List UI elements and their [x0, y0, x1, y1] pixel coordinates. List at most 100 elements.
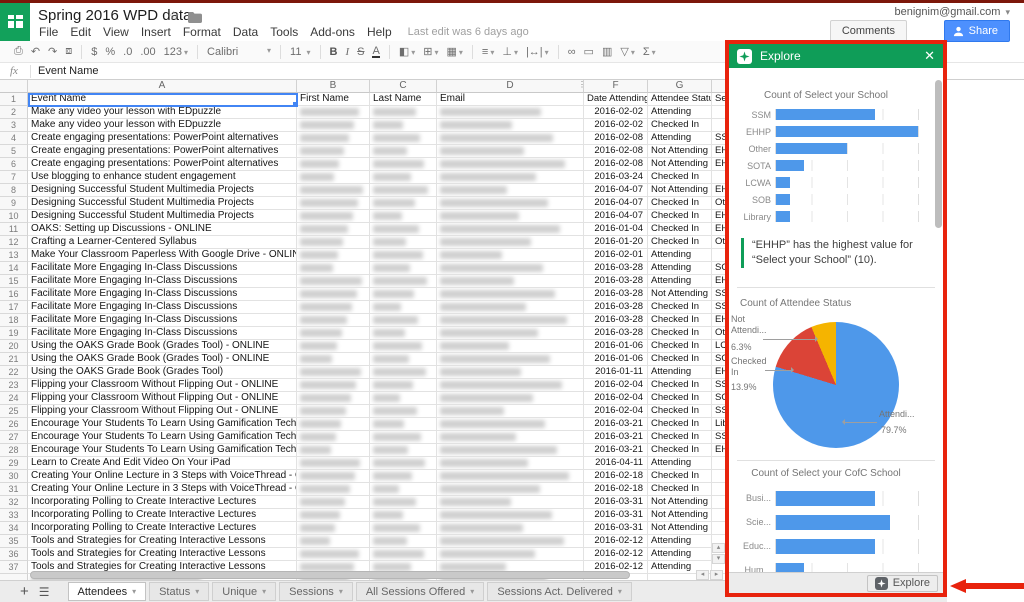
cell-date-attending[interactable]: 2016-01-20 — [584, 236, 648, 249]
cell-last-name-redacted[interactable] — [370, 340, 437, 353]
table-row[interactable]: 24 Flipping your Classroom Without Flipp… — [0, 392, 770, 405]
row-number[interactable]: 37 — [0, 561, 28, 574]
cell-email-redacted[interactable] — [437, 522, 584, 535]
cell-email-redacted[interactable] — [437, 314, 584, 327]
row-number[interactable]: 1 — [0, 93, 28, 106]
cell-first-name-redacted[interactable] — [297, 262, 370, 275]
cell-date-attending[interactable]: 2016-03-21 — [584, 431, 648, 444]
cell-email-redacted[interactable] — [437, 496, 584, 509]
italic-button[interactable]: I — [345, 45, 350, 58]
redo-icon[interactable]: ↷ — [48, 46, 58, 58]
table-row[interactable]: 32 Incorporating Polling to Create Inter… — [0, 496, 770, 509]
cell-email-redacted[interactable] — [437, 509, 584, 522]
cell-last-name-redacted[interactable] — [370, 483, 437, 496]
cell-email-redacted[interactable] — [437, 418, 584, 431]
cell-last-name-redacted[interactable] — [370, 184, 437, 197]
row-number[interactable]: 28 — [0, 444, 28, 457]
row-number[interactable]: 23 — [0, 379, 28, 392]
row-number[interactable]: 5 — [0, 145, 28, 158]
cell-date-attending[interactable]: 2016-03-28 — [584, 314, 648, 327]
cell-last-name-redacted[interactable] — [370, 262, 437, 275]
cell-date-attending[interactable]: 2016-01-06 — [584, 353, 648, 366]
row-number[interactable]: 20 — [0, 340, 28, 353]
cell-event-name[interactable]: Encourage Your Students To Learn Using G… — [28, 431, 297, 444]
cell-event-name[interactable]: Make any video your lesson with EDpuzzle — [28, 106, 297, 119]
panel-scrollbar[interactable] — [935, 80, 942, 228]
cell-date-attending[interactable]: 2016-04-11 — [584, 457, 648, 470]
row-number[interactable]: 14 — [0, 262, 28, 275]
cell-first-name-redacted[interactable] — [297, 353, 370, 366]
cell-event-name[interactable]: Tools and Strategies for Creating Intera… — [28, 548, 297, 561]
cell-attendee-status[interactable]: Not Attending — [648, 158, 712, 171]
row-number[interactable]: 16 — [0, 288, 28, 301]
cell-date-attending[interactable]: 2016-04-07 — [584, 184, 648, 197]
cell-date-attending[interactable]: 2016-03-28 — [584, 275, 648, 288]
cell-email-redacted[interactable] — [437, 405, 584, 418]
cell-date-attending[interactable]: 2016-02-04 — [584, 405, 648, 418]
cell-first-name-redacted[interactable] — [297, 249, 370, 262]
cell-attendee-status[interactable]: Checked In — [648, 379, 712, 392]
cell-email-redacted[interactable]: Email — [437, 93, 584, 106]
row-number[interactable]: 4 — [0, 132, 28, 145]
table-row[interactable]: 34 Incorporating Polling to Create Inter… — [0, 522, 770, 535]
cell-date-attending[interactable]: 2016-03-28 — [584, 262, 648, 275]
row-number[interactable]: 8 — [0, 184, 28, 197]
sheet-tab-all-sessions-offered[interactable]: All Sessions Offered ▾ — [355, 582, 485, 601]
cell-date-attending[interactable]: 2016-02-08 — [584, 132, 648, 145]
cell-last-name-redacted[interactable] — [370, 535, 437, 548]
table-row[interactable]: 4 Create engaging presentations: PowerPo… — [0, 132, 770, 145]
cell-first-name-redacted[interactable] — [297, 457, 370, 470]
cell-date-attending[interactable]: 2016-03-31 — [584, 496, 648, 509]
cell-first-name-redacted[interactable] — [297, 444, 370, 457]
merge-cells-button[interactable]: ▦ ▾ — [446, 46, 463, 58]
scroll-left-icon[interactable]: ◂ — [696, 570, 709, 580]
currency-button[interactable]: $ — [91, 45, 98, 58]
row-number[interactable]: 30 — [0, 470, 28, 483]
scroll-up-icon[interactable]: ▴ — [712, 543, 725, 553]
cell-date-attending[interactable]: 2016-02-18 — [584, 470, 648, 483]
table-row[interactable]: 27 Encourage Your Students To Learn Usin… — [0, 431, 770, 444]
number-format-button[interactable]: 123 ▾ — [163, 45, 189, 58]
cell-attendee-status[interactable]: Attending — [648, 106, 712, 119]
decrease-decimals-button[interactable]: .0 — [123, 45, 133, 58]
cell-first-name-redacted[interactable] — [297, 301, 370, 314]
table-row[interactable]: 23 Flipping your Classroom Without Flipp… — [0, 379, 770, 392]
cell-event-name[interactable]: Facilitate More Engaging In-Class Discus… — [28, 288, 297, 301]
cell-first-name-redacted[interactable] — [297, 496, 370, 509]
row-number[interactable]: 24 — [0, 392, 28, 405]
cell-first-name-redacted[interactable] — [297, 119, 370, 132]
cell-first-name-redacted[interactable] — [297, 392, 370, 405]
share-button[interactable]: Share — [943, 20, 1010, 42]
cell-date-attending[interactable]: 2016-02-01 — [584, 249, 648, 262]
cell-event-name[interactable]: OAKS: Setting up Discussions - ONLINE — [28, 223, 297, 236]
menu-item[interactable]: Format — [182, 24, 221, 39]
row-number[interactable]: 11 — [0, 223, 28, 236]
cell-email-redacted[interactable] — [437, 236, 584, 249]
cell-event-name[interactable]: Tools and Strategies for Creating Intera… — [28, 535, 297, 548]
cell-attendee-status[interactable]: Attending — [648, 249, 712, 262]
menu-item[interactable]: Edit — [70, 24, 92, 39]
row-number[interactable]: 26 — [0, 418, 28, 431]
cell-attendee-status[interactable]: Attending — [648, 366, 712, 379]
table-row[interactable]: 29 Learn to Create And Edit Video On You… — [0, 457, 770, 470]
cell-attendee-status[interactable]: Not Attending — [648, 288, 712, 301]
doc-title[interactable]: Spring 2016 WPD data — [38, 7, 192, 24]
cell-event-name[interactable]: Designing Successful Student Multimedia … — [28, 210, 297, 223]
increase-decimals-button[interactable]: .00 — [140, 45, 156, 58]
cell-attendee-status[interactable]: Attending — [648, 548, 712, 561]
cell-email-redacted[interactable] — [437, 288, 584, 301]
table-row[interactable]: 3 Make any video your lesson with EDpuzz… — [0, 119, 770, 132]
cell-first-name-redacted[interactable] — [297, 418, 370, 431]
table-row[interactable]: 11 OAKS: Setting up Discussions - ONLINE… — [0, 223, 770, 236]
table-row[interactable]: 6 Create engaging presentations: PowerPo… — [0, 158, 770, 171]
cell-first-name-redacted[interactable] — [297, 340, 370, 353]
cell-first-name-redacted[interactable] — [297, 132, 370, 145]
cell-last-name-redacted[interactable] — [370, 470, 437, 483]
cell-date-attending[interactable]: 2016-03-21 — [584, 444, 648, 457]
cell-last-name-redacted[interactable] — [370, 418, 437, 431]
sheets-logo-icon[interactable] — [0, 3, 30, 41]
cell-email-redacted[interactable] — [437, 353, 584, 366]
cell-last-name-redacted[interactable] — [370, 496, 437, 509]
cell-last-name-redacted[interactable] — [370, 210, 437, 223]
cell-email-redacted[interactable] — [437, 249, 584, 262]
